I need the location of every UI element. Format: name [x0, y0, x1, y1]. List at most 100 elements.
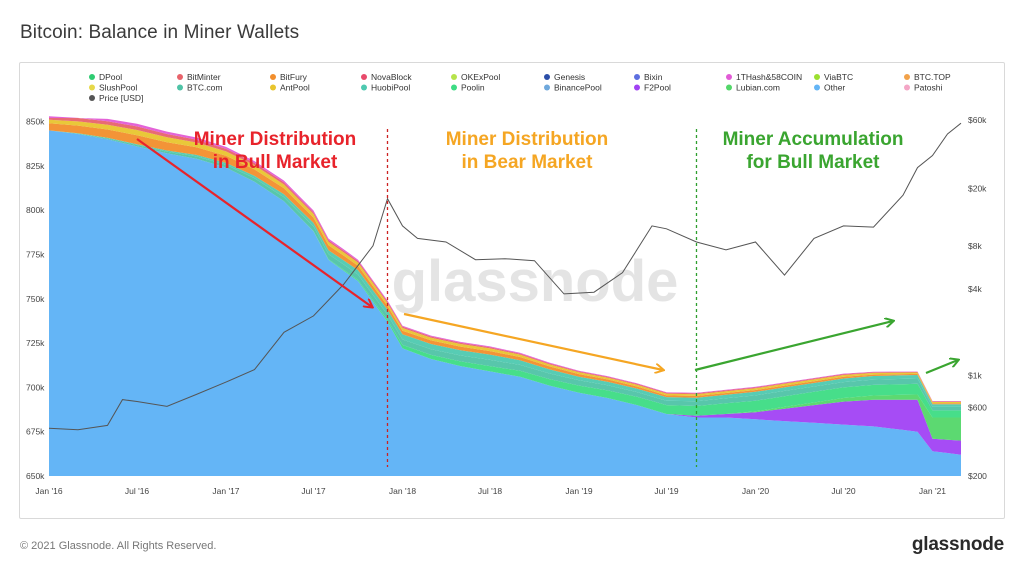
y-right-tick: $20k	[968, 184, 987, 194]
page-title: Bitcoin: Balance in Miner Wallets	[20, 22, 300, 43]
annotation-arrow	[694, 321, 893, 372]
legend-item[interactable]: BTC.com	[177, 83, 222, 93]
legend-item[interactable]: Price [USD]	[89, 93, 143, 103]
legend-swatch	[177, 74, 183, 80]
price-line	[48, 122, 962, 431]
legend-label: BinancePool	[554, 83, 602, 93]
x-tick: Jan '17	[212, 486, 239, 496]
legend-label: HuobiPool	[371, 83, 410, 93]
legend-swatch	[89, 95, 95, 101]
legend-swatch	[904, 84, 910, 91]
legend-swatch	[451, 84, 457, 91]
legend-swatch	[814, 84, 820, 91]
y-left-tick: 850k	[26, 117, 45, 127]
annotation-text: Miner Distribution	[446, 129, 609, 150]
y-left-tick: 675k	[26, 427, 45, 437]
glassnode-logo[interactable]: glassnode	[911, 534, 1004, 555]
y-left-tick: 800k	[26, 205, 45, 215]
legend-item[interactable]: NovaBlock	[361, 72, 412, 82]
legend-label: Poolin	[461, 83, 485, 93]
legend-item[interactable]: ViaBTC	[814, 72, 853, 82]
legend-item[interactable]: Genesis	[544, 72, 585, 82]
legend-item[interactable]: DPool	[89, 72, 122, 82]
legend-item[interactable]: Patoshi	[904, 83, 942, 93]
legend-label: 1THash&58COIN	[736, 72, 802, 82]
legend-swatch	[361, 74, 367, 80]
legend-swatch	[634, 84, 640, 91]
legend-label: Patoshi	[914, 83, 942, 93]
legend-label: Price [USD]	[99, 93, 143, 103]
legend: DPool BitMinter BitFury NovaBlock OKExPool Ge…	[89, 72, 951, 103]
legend-swatch	[544, 84, 550, 91]
legend-swatch	[451, 74, 457, 80]
y-left-tick: 775k	[26, 249, 45, 259]
legend-item[interactable]: OKExPool	[451, 72, 500, 82]
legend-item[interactable]: Lubian.com	[726, 83, 780, 93]
legend-item[interactable]: BinancePool	[544, 83, 602, 93]
y-left-tick: 825k	[26, 161, 45, 171]
legend-item[interactable]: BTC.TOP	[904, 72, 951, 82]
legend-item[interactable]: AntPool	[270, 83, 310, 93]
legend-item[interactable]: BitMinter	[177, 72, 221, 82]
x-tick: Jul '17	[301, 486, 326, 496]
copyright-text: © 2021 Glassnode. All Rights Reserved.	[20, 540, 217, 552]
legend-swatch	[177, 84, 183, 91]
annotation-text: in Bear Market	[462, 152, 594, 173]
area-btc-com	[49, 130, 961, 411]
legend-item[interactable]: Other	[814, 83, 845, 93]
legend-label: BTC.com	[187, 83, 222, 93]
y-right-tick: $60k	[968, 115, 987, 125]
x-tick: Jan '21	[919, 486, 946, 496]
x-tick: Jul '19	[654, 486, 679, 496]
x-tick: Jul '18	[478, 486, 503, 496]
y-right-tick: $200	[968, 471, 987, 481]
watermark: glassnode	[392, 249, 679, 314]
legend-swatch	[270, 84, 276, 91]
annotation-text: Miner Accumulation	[723, 129, 904, 150]
legend-label: AntPool	[280, 83, 310, 93]
legend-label: BitFury	[280, 72, 308, 82]
legend-swatch	[89, 74, 95, 80]
area-poolin	[49, 130, 961, 418]
legend-item[interactable]: HuobiPool	[361, 83, 410, 93]
y-right-tick: $600	[968, 402, 987, 412]
legend-item[interactable]: 1THash&58COIN	[726, 72, 802, 82]
area-bitfury	[49, 123, 961, 405]
legend-swatch	[544, 74, 550, 80]
stacked-areas	[49, 116, 961, 476]
legend-swatch	[89, 84, 95, 91]
legend-swatch	[726, 84, 732, 91]
legend-label: BTC.TOP	[914, 72, 951, 82]
legend-item[interactable]: Poolin	[451, 83, 485, 93]
area-f2pool	[49, 130, 961, 455]
y-left-tick: 700k	[26, 382, 45, 392]
x-tick: Jan '16	[35, 486, 62, 496]
legend-label: Bixin	[644, 72, 663, 82]
x-tick: Jan '20	[742, 486, 769, 496]
legend-label: ViaBTC	[824, 72, 853, 82]
annotation-arrow	[403, 312, 663, 370]
area-huobipool	[49, 130, 961, 407]
x-tick: Jul '20	[831, 486, 856, 496]
x-tick: Jan '19	[565, 486, 592, 496]
x-tick: Jul '16	[125, 486, 150, 496]
area-other	[49, 130, 961, 476]
legend-label: NovaBlock	[371, 72, 412, 82]
legend-item[interactable]: SlushPool	[89, 83, 137, 93]
legend-label: SlushPool	[99, 83, 137, 93]
legend-swatch	[270, 74, 276, 80]
legend-label: F2Pool	[644, 83, 671, 93]
legend-swatch	[904, 74, 910, 80]
legend-item[interactable]: Bixin	[634, 72, 663, 82]
y-left-tick: 650k	[26, 471, 45, 481]
legend-swatch	[814, 74, 820, 80]
y-right-tick: $8k	[968, 241, 982, 251]
legend-swatch	[634, 74, 640, 80]
legend-label: Lubian.com	[736, 83, 780, 93]
y-left-tick: 750k	[26, 294, 45, 304]
legend-label: Genesis	[554, 72, 585, 82]
legend-label: Other	[824, 83, 845, 93]
annotation-text: in Bull Market	[213, 152, 338, 173]
legend-item[interactable]: BitFury	[270, 72, 308, 82]
legend-item[interactable]: F2Pool	[634, 83, 671, 93]
